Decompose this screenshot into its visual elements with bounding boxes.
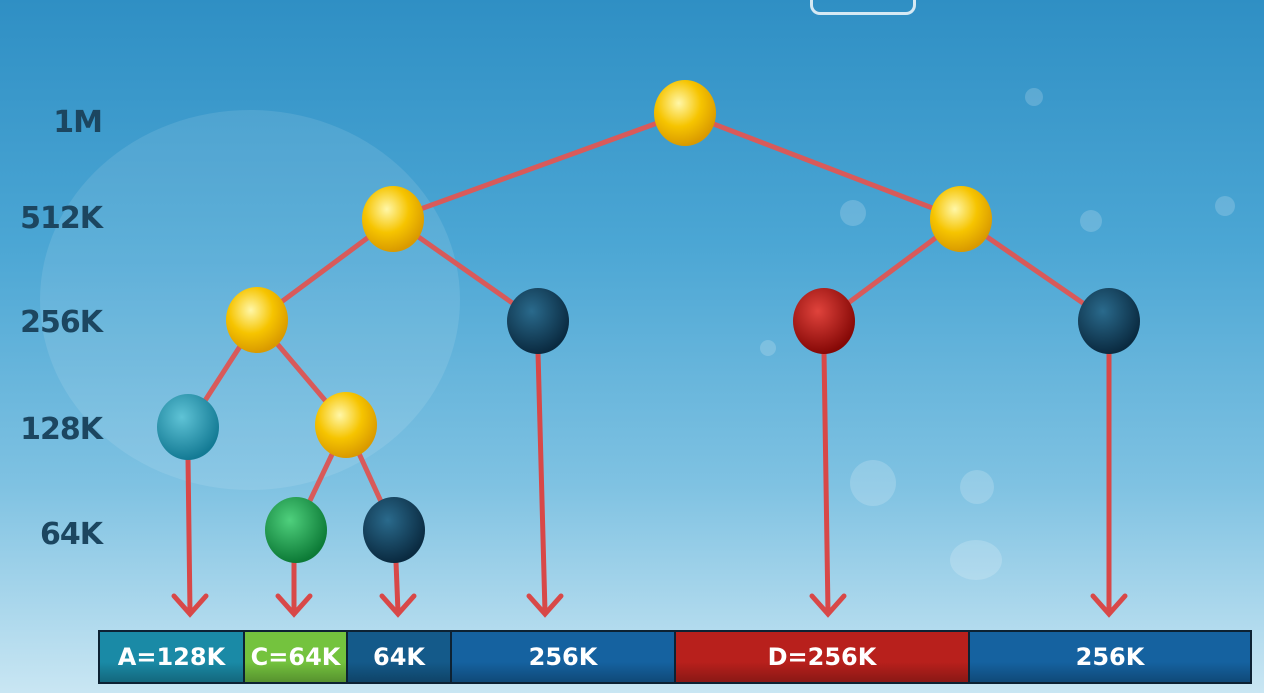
decorative-bubble — [1080, 210, 1102, 232]
memory-bar: A=128K C=64K 64K 256K D=256K 256K — [98, 630, 1252, 684]
tree-edge — [682, 110, 964, 222]
decorative-bubble — [950, 540, 1002, 580]
arrow-head — [275, 593, 313, 618]
decorative-bubble — [850, 460, 896, 506]
node-128k-split — [315, 392, 377, 458]
memory-segment: C=64K — [245, 632, 348, 682]
arrow-to-block-64k — [393, 559, 401, 615]
level-label-512k: 512K — [20, 201, 103, 236]
level-label-128k: 128K — [20, 412, 103, 447]
memory-segment: A=128K — [100, 632, 245, 682]
node-512k-left-split — [362, 186, 424, 252]
decorative-bubble — [760, 340, 776, 356]
arrow-to-block-a — [185, 455, 193, 615]
node-1m-split — [654, 80, 716, 146]
decorative-bubble — [1025, 88, 1043, 106]
arrow-head — [809, 593, 847, 618]
node-256k-block-d — [793, 288, 855, 354]
arrow-to-block-d — [821, 349, 831, 615]
node-64k-free — [363, 497, 425, 563]
arrow-head — [379, 593, 417, 618]
level-label-64k: 64K — [40, 517, 103, 552]
arrow-to-block-256k-1 — [535, 349, 548, 615]
level-label-256k: 256K — [20, 305, 103, 340]
arrow-head — [1090, 593, 1128, 618]
node-256k-free — [1078, 288, 1140, 354]
logo-mark — [810, 0, 916, 15]
decorative-bubble — [1215, 196, 1235, 216]
memory-segment: D=256K — [676, 632, 970, 682]
memory-segment: 256K — [970, 632, 1250, 682]
node-64k-block-c — [265, 497, 327, 563]
node-256k-free — [507, 288, 569, 354]
arrow-head — [526, 593, 564, 618]
tree-edge — [390, 110, 688, 222]
node-128k-block-a — [157, 394, 219, 460]
level-label-1m: 1M — [53, 105, 103, 140]
arrow-head — [171, 593, 209, 618]
node-256k-split — [226, 287, 288, 353]
memory-segment: 64K — [348, 632, 452, 682]
decorative-bubble — [840, 200, 866, 226]
decorative-bubble — [960, 470, 994, 504]
node-512k-right-split — [930, 186, 992, 252]
memory-segment: 256K — [452, 632, 676, 682]
